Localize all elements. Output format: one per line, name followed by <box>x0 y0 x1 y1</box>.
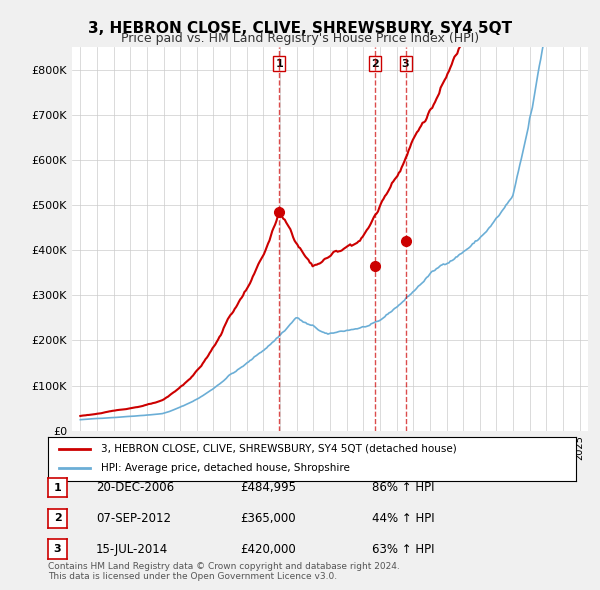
Text: 2: 2 <box>54 513 61 523</box>
Text: 44% ↑ HPI: 44% ↑ HPI <box>372 512 434 525</box>
Text: 3, HEBRON CLOSE, CLIVE, SHREWSBURY, SY4 5QT: 3, HEBRON CLOSE, CLIVE, SHREWSBURY, SY4 … <box>88 21 512 35</box>
Text: 07-SEP-2012: 07-SEP-2012 <box>96 512 171 525</box>
Text: 1: 1 <box>275 58 283 68</box>
Text: 3, HEBRON CLOSE, CLIVE, SHREWSBURY, SY4 5QT (detached house): 3, HEBRON CLOSE, CLIVE, SHREWSBURY, SY4 … <box>101 444 457 454</box>
Text: 15-JUL-2014: 15-JUL-2014 <box>96 543 168 556</box>
Text: Price paid vs. HM Land Registry's House Price Index (HPI): Price paid vs. HM Land Registry's House … <box>121 32 479 45</box>
Text: 3: 3 <box>54 544 61 554</box>
Text: 1: 1 <box>54 483 61 493</box>
Text: 86% ↑ HPI: 86% ↑ HPI <box>372 481 434 494</box>
Text: £420,000: £420,000 <box>240 543 296 556</box>
Text: Contains HM Land Registry data © Crown copyright and database right 2024.
This d: Contains HM Land Registry data © Crown c… <box>48 562 400 581</box>
Text: 20-DEC-2006: 20-DEC-2006 <box>96 481 174 494</box>
Text: HPI: Average price, detached house, Shropshire: HPI: Average price, detached house, Shro… <box>101 464 350 473</box>
Text: 63% ↑ HPI: 63% ↑ HPI <box>372 543 434 556</box>
Text: 2: 2 <box>371 58 379 68</box>
Text: £365,000: £365,000 <box>240 512 296 525</box>
Text: £484,995: £484,995 <box>240 481 296 494</box>
Text: 3: 3 <box>402 58 409 68</box>
